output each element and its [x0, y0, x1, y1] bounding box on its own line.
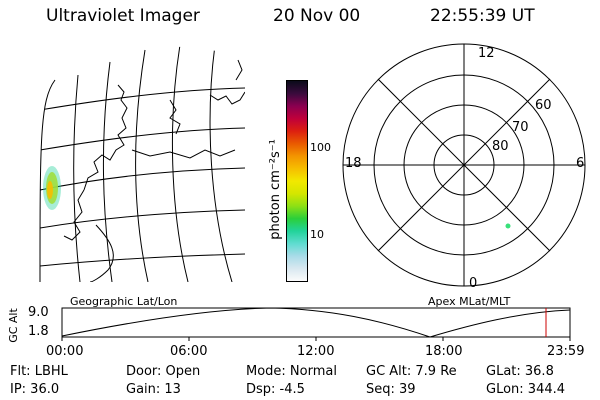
tick-1200: 12:00 [297, 344, 335, 359]
info-mode: Mode: Normal [246, 364, 337, 379]
timeline-y-bottom: 1.8 [28, 324, 49, 339]
mlt-12-label: 12 [478, 46, 495, 61]
tick-2359: 23:59 [547, 344, 585, 359]
info-glat: GLat: 36.8 [486, 364, 554, 379]
mlt-6-label: 6 [576, 156, 585, 171]
info-gain: Gain: 13 [126, 382, 181, 397]
mlt-18-label: 18 [345, 156, 362, 171]
timeline-right-label: Apex MLat/MLT [428, 295, 511, 308]
tick-0000: 00:00 [46, 344, 84, 359]
mlt-0-label: 0 [469, 276, 478, 291]
info-flt: Flt: LBHL [10, 364, 68, 379]
info-dsp: Dsp: -4.5 [246, 382, 305, 397]
colorbar-tick-100: 100 [310, 141, 331, 154]
aurora-point [505, 223, 511, 229]
info-ip: IP: 36.0 [10, 382, 60, 397]
header-date: 20 Nov 00 [273, 6, 361, 26]
colorbar-tick-10: 10 [310, 228, 324, 241]
tick-1800: 18:00 [425, 344, 463, 359]
lat-60-label: 60 [535, 98, 552, 113]
tick-0600: 06:00 [170, 344, 208, 359]
app-title: Ultraviolet Imager [46, 6, 200, 26]
timeline-y-top: 9.0 [28, 305, 49, 320]
lat-70-label: 70 [512, 120, 529, 135]
color-scale-bar [286, 80, 308, 282]
info-glon: GLon: 344.4 [486, 382, 566, 397]
info-door: Door: Open [126, 364, 201, 379]
lat-80-label: 80 [492, 139, 509, 154]
timeline-left-label: Geographic Lat/Lon [70, 295, 178, 308]
header-time: 22:55:39 UT [430, 6, 535, 26]
info-seq: Seq: 39 [366, 382, 416, 397]
info-gcalt: GC Alt: 7.9 Re [366, 364, 457, 379]
